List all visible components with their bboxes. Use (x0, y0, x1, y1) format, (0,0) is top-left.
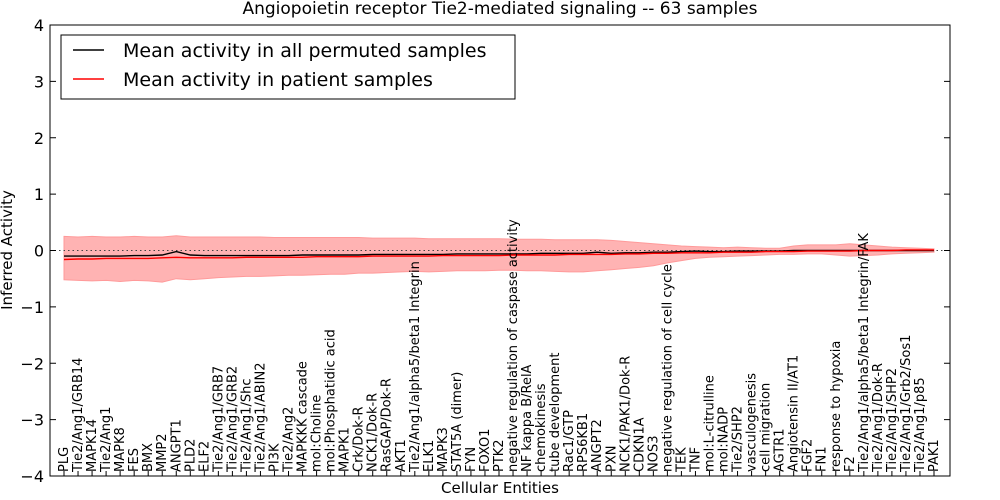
category-label: Tie2/Ang1/Grb2/Sos1 (899, 335, 914, 473)
category-label: MAPK8 (113, 427, 128, 472)
category-label: AKT1 (394, 439, 409, 472)
category-label: NOS3 (646, 436, 661, 472)
category-label: Tie2/Ang1/GRB2 (225, 366, 240, 473)
category-label: Tie2/Ang1/SHP2 (885, 368, 900, 473)
category-label: MAPK1 (338, 427, 353, 472)
y-tick-label: 2 (34, 129, 44, 148)
category-label: MAPK14 (85, 419, 100, 472)
category-label: vasculogenesis (745, 373, 760, 472)
legend-box (60, 34, 516, 100)
y-axis-ticks: 4 3 2 1 0 −1 −2 −3 −4 (20, 16, 950, 486)
category-label: MMP2 (155, 433, 170, 472)
series-layer (63, 249, 934, 261)
category-label: Angiotensin II/AT1 (787, 355, 802, 472)
y-tick-label: −3 (20, 411, 44, 430)
series-line-patient (63, 249, 934, 261)
category-label: Tie2/Ang2 (282, 407, 297, 473)
category-label: FN1 (815, 447, 830, 472)
category-label: cell migration (759, 383, 774, 472)
category-label: RasGAP/Dok-R (380, 378, 395, 472)
series-line-permuted (64, 249, 934, 257)
category-label: FGF2 (801, 439, 816, 472)
category-label: Tie2/Ang1 (99, 407, 114, 473)
confidence-band-layer (63, 235, 935, 283)
category-label: Rac1/GTP (562, 410, 577, 472)
category-label: PAK1 (927, 439, 942, 472)
category-label: PLG (57, 447, 72, 472)
legend-label-permuted: Mean activity in all permuted samples (123, 40, 486, 62)
category-label: Tie2/Ang1/alpha5/beta1 Integrin/FAK (857, 233, 872, 473)
category-label: NCK1/PAK1/Dok-R (618, 356, 633, 472)
y-tick-label: 4 (34, 16, 44, 35)
y-tick-label: −2 (20, 354, 44, 373)
category-label: mol:Phosphatidic acid (324, 329, 339, 472)
category-label: FES (127, 448, 142, 472)
category-label: Tie2/Ang1/ABIN2 (254, 363, 269, 473)
category-label: ELF2 (197, 441, 212, 472)
category-label: ANGPT2 (590, 419, 605, 472)
category-label: PXN (604, 446, 619, 472)
y-tick-label: 0 (34, 242, 44, 261)
category-label: FOXO1 (478, 429, 493, 472)
category-label: PLD2 (183, 439, 198, 472)
category-label: Tie2/SHP2 (731, 406, 746, 473)
y-tick-label: −1 (20, 298, 44, 317)
legend: Mean activity in all permuted samples Me… (60, 34, 516, 100)
category-label: negative regulation of cell cycle (660, 264, 675, 472)
category-label: mol:L-citrulline (703, 375, 718, 472)
category-label: F2 (843, 456, 858, 472)
category-label: Tie2/Ang1/GRB14 (71, 358, 86, 473)
category-label: RPS6KB1 (576, 413, 591, 472)
category-label: response to hypoxia (829, 341, 844, 472)
category-label: Tie2/Ang1/Shc (239, 379, 254, 473)
category-label: PTK2 (492, 439, 507, 472)
legend-label-patient: Mean activity in patient samples (123, 69, 433, 91)
category-label: Tie2/Ang1/GRB7 (211, 366, 226, 473)
category-label: Tie2/Ang1/p85 (913, 377, 928, 473)
category-label: FYN (464, 447, 479, 472)
category-label: BMX (141, 443, 156, 472)
category-label: NCK1/Dok-R (366, 393, 381, 472)
y-tick-label: −4 (20, 467, 44, 486)
x-axis-label: Cellular Entities (441, 479, 559, 497)
y-tick-label: 1 (34, 185, 44, 204)
category-label: MAPK3 (436, 427, 451, 472)
category-label: tube development (548, 353, 563, 472)
category-label: ELK1 (422, 440, 437, 472)
category-label: AGTR1 (773, 428, 788, 472)
category-label: Tie2/Ang1/Dok-R (871, 363, 886, 473)
category-label: TEK (674, 447, 689, 473)
y-axis-label: Inferred Activity (0, 190, 16, 310)
category-label: chemokinesis (534, 383, 549, 472)
category-label: CDKN1A (632, 417, 647, 472)
category-label: mol:Choline (310, 395, 325, 472)
category-label: Tie2/Ang1/alpha5/beta1 Integrin (408, 261, 423, 473)
chart-title: Angiopoietin receptor Tie2-mediated sign… (242, 0, 757, 19)
category-label: MAPKKK cascade (296, 361, 311, 472)
category-label: STAT5A (dimer) (450, 372, 465, 472)
category-label: NF kappa B/RelA (520, 364, 535, 472)
category-labels: PLG Tie2/Ang1/GRB14 MAPK14 Tie2/Ang1 MAPK8 FE… (57, 219, 942, 476)
category-label: Crk/Dok-R (352, 406, 367, 472)
category-label: TNF (689, 447, 704, 473)
category-label: ANGPT1 (169, 419, 184, 472)
y-tick-label: 3 (34, 72, 44, 91)
category-label: PI3K (268, 443, 283, 472)
confidence-band (63, 235, 935, 283)
category-label: negative regulation of caspase activity (506, 219, 521, 472)
category-label: mol:NADP (717, 407, 732, 472)
